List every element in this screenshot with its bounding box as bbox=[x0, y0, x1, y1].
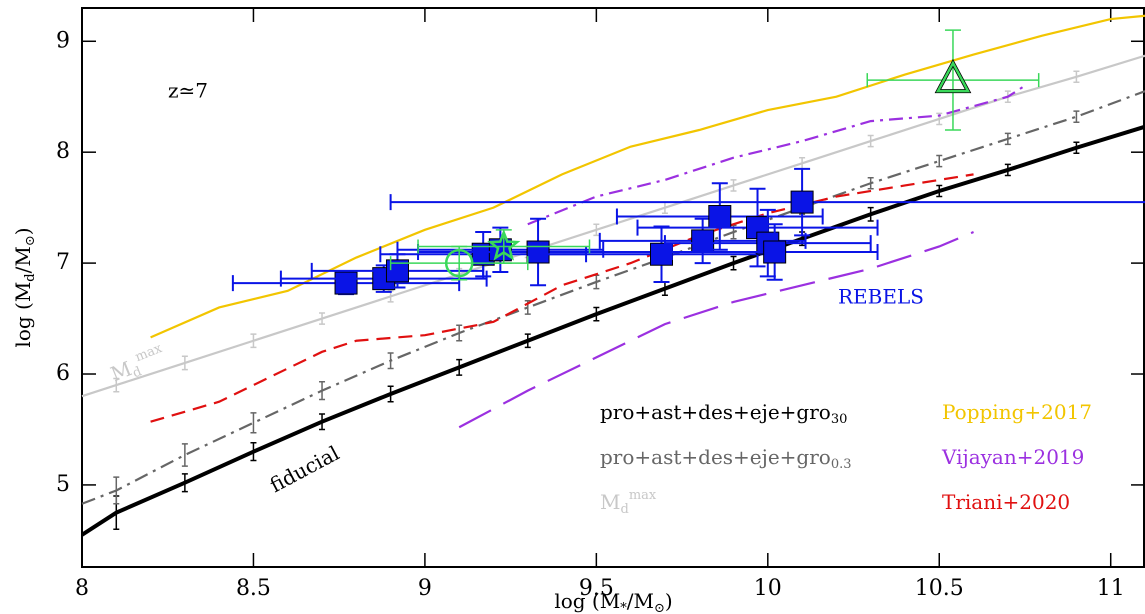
y-tick-label: 7 bbox=[56, 250, 70, 275]
y-axis-label-part: ⊙ bbox=[23, 235, 38, 246]
x-axis-label-part: * bbox=[620, 601, 627, 614]
green-error bbox=[417, 229, 591, 264]
x-tick-label: 8.5 bbox=[236, 576, 271, 601]
error-bar bbox=[181, 473, 188, 493]
error-bar bbox=[181, 355, 188, 371]
series-line bbox=[150, 14, 1145, 339]
y-axis-label-part: d bbox=[23, 273, 38, 281]
y-tick-label: 5 bbox=[56, 472, 70, 497]
error-bar bbox=[593, 306, 600, 322]
y-axis-label: log (Md/M⊙) bbox=[11, 227, 38, 347]
error-bar bbox=[113, 476, 120, 505]
y-tick-label: 6 bbox=[56, 361, 70, 386]
error-bar bbox=[387, 352, 394, 370]
x-axis-label-part: ) bbox=[665, 589, 673, 613]
series-line bbox=[527, 84, 1026, 226]
series-line bbox=[81, 54, 1145, 398]
x-tick-label: 9 bbox=[418, 576, 432, 601]
error-bar bbox=[319, 413, 326, 431]
legend-label-part: Triani+2020 bbox=[942, 490, 1070, 514]
series-line bbox=[80, 124, 1145, 537]
error-bar bbox=[250, 412, 257, 434]
green-error bbox=[866, 29, 1040, 131]
error-bar bbox=[113, 377, 120, 393]
error-bar bbox=[1073, 110, 1080, 123]
error-bar bbox=[387, 385, 394, 403]
x-axis-label-part: ⊙ bbox=[654, 601, 665, 614]
legend-label: Popping+2017 bbox=[942, 400, 1092, 424]
redshift-label: z≃7 bbox=[168, 79, 208, 103]
error-bar bbox=[1073, 70, 1080, 84]
rebels-point bbox=[334, 271, 358, 295]
error-bar bbox=[319, 312, 326, 325]
error-bar bbox=[250, 333, 257, 349]
legend-label: Vijayan+2019 bbox=[941, 445, 1084, 469]
rebels-point bbox=[385, 259, 409, 283]
rebels-label: REBELS bbox=[838, 285, 924, 309]
y-tick-label: 9 bbox=[56, 28, 70, 53]
x-tick-label: 8 bbox=[75, 576, 89, 601]
green-circle bbox=[444, 248, 474, 278]
legend-label-part: pro+ast+des+eje+gro bbox=[600, 400, 831, 424]
error-bar bbox=[867, 176, 874, 190]
error-bar bbox=[593, 223, 600, 237]
rebels-point bbox=[763, 240, 787, 264]
legend-label-part: 0.3 bbox=[831, 457, 852, 472]
x-tick-label: 9.5 bbox=[579, 576, 614, 601]
green-star bbox=[487, 228, 521, 261]
rebels-point bbox=[650, 242, 674, 266]
error-bar bbox=[456, 324, 463, 342]
legend-label-part: d bbox=[620, 502, 628, 517]
legend-label-part: Vijayan+2019 bbox=[941, 445, 1084, 469]
green-error bbox=[389, 245, 529, 281]
error-bar bbox=[730, 255, 737, 271]
mdmax-label-part: max bbox=[133, 340, 165, 364]
error-bar bbox=[250, 442, 257, 462]
error-bar bbox=[936, 154, 943, 168]
rebels-point bbox=[790, 190, 814, 214]
error-bar bbox=[936, 184, 943, 198]
rebels-point bbox=[526, 240, 550, 264]
x-tick-label: 10 bbox=[754, 576, 782, 601]
error-bar bbox=[456, 358, 463, 376]
rebels-point bbox=[691, 229, 715, 253]
legend-label-part: 30 bbox=[831, 412, 848, 427]
legend-label: pro+ast+des+eje+gro0.3 bbox=[600, 445, 852, 472]
error-bar bbox=[1004, 163, 1011, 177]
legend-label: Mdmax bbox=[600, 488, 657, 517]
error-bar bbox=[1004, 132, 1011, 146]
fiducial-label: fiducial bbox=[266, 441, 343, 497]
error-bar bbox=[1073, 141, 1080, 155]
legend-label: Triani+2020 bbox=[942, 490, 1070, 514]
error-bar bbox=[867, 206, 874, 222]
legend-label-part: Popping+2017 bbox=[942, 400, 1092, 424]
series-line bbox=[150, 173, 974, 423]
green-triangle bbox=[935, 60, 971, 93]
error-bar bbox=[524, 333, 531, 349]
error-bar bbox=[319, 381, 326, 401]
legend-label: pro+ast+des+eje+gro30 bbox=[600, 400, 847, 427]
y-axis-label-part: log (M bbox=[11, 282, 35, 348]
rebels-point bbox=[708, 205, 732, 229]
x-tick-label: 11 bbox=[1097, 576, 1125, 601]
plot-frame bbox=[81, 7, 1145, 568]
series-line bbox=[458, 231, 974, 429]
legend-label-part: M bbox=[600, 490, 620, 514]
x-axis-label: log (M*/M⊙) bbox=[554, 589, 672, 614]
x-axis-label-part: /M bbox=[627, 589, 654, 613]
x-axis-label-part: log (M bbox=[554, 589, 620, 613]
legend-label-part: pro+ast+des+eje+gro bbox=[600, 445, 831, 469]
error-bar bbox=[867, 134, 874, 148]
x-tick-label: 10.5 bbox=[915, 576, 964, 601]
error-bar bbox=[181, 443, 188, 467]
mdmax-label: Mdmax bbox=[106, 340, 170, 388]
legend-label-part: max bbox=[629, 488, 657, 503]
y-axis-label-part: /M bbox=[11, 246, 35, 273]
y-tick-label: 8 bbox=[56, 139, 70, 164]
error-bar bbox=[730, 179, 737, 192]
y-axis-label-part: ) bbox=[11, 227, 35, 235]
